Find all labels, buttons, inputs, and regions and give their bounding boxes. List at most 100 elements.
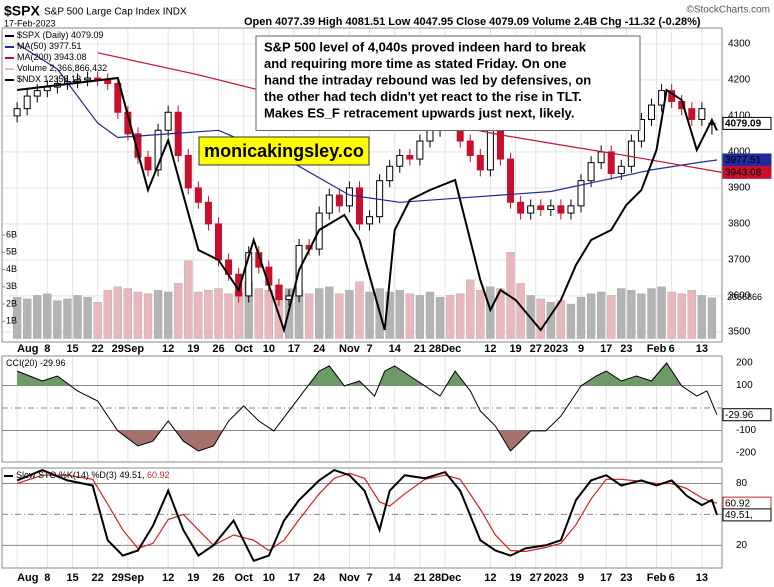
volume-bar [677,293,686,339]
volume-bar [174,283,183,339]
y-tick-label: 20 [736,540,748,551]
candle-body [345,187,353,207]
volume-tick-label: 3B [6,281,17,291]
line-series [16,43,718,203]
x-tick-label: 22 [92,343,104,355]
candle-body [688,108,696,120]
y-tick-label: 80 [736,478,748,489]
y-tick-label: 4300 [728,38,751,49]
y-tick-label: 3500 [728,327,751,338]
candle-body [194,187,202,203]
candle-body [517,201,525,214]
candle-body [325,194,333,214]
sto-k-name: %K(14) [59,470,89,480]
volume-last-label: 2366866 [727,292,762,302]
volume-bar [214,288,223,339]
volume-bar [586,293,596,339]
volume-bar [224,293,233,339]
volume-bar [597,291,606,339]
overlay: Aug Aug 8 8 15 15 22 22 29Sep 29Sep 12 12 19 19 26 26 Oc… [2,30,772,584]
candle-body [557,205,565,214]
volume-bar [687,290,696,339]
volume-bar [304,293,314,339]
candle-body [134,133,142,158]
x-tick-label: Nov [339,343,361,355]
date: 17-Feb-2023 [4,18,56,28]
x-tick-label: 12 [162,572,174,584]
x-tick-label: 12 [484,343,496,355]
legend-name: Volume [17,63,47,73]
volume-bar [445,295,455,339]
candle-body [426,129,434,142]
volume-bar [103,290,112,339]
candle-body [215,223,223,261]
candle-body [466,140,474,156]
x-tick-label: 15 [66,343,78,355]
volume-bar [466,279,475,339]
x-tick-label: 19 [509,343,521,355]
cci-line [16,362,718,452]
annotation-line: the other had tech didn't yet react to t… [264,89,582,104]
volume-bar [194,291,203,339]
legend-value: 2,366,866,432 [50,63,108,73]
x-tick-label: 19 [187,343,199,355]
volume-bar [43,293,52,339]
y-tick-label: 4000 [728,147,751,158]
volume-bar [315,288,324,339]
x-tick-label: 19 [509,572,521,584]
x-tick-label: 17 [288,572,300,584]
volume-bar [164,291,173,339]
volume-bar [697,295,707,339]
volume-bar [617,288,626,339]
volume-bar [456,293,465,339]
candle-body [74,79,82,83]
quote: Open 4077.39 High 4081.51 Low 4047.95 Cl… [244,16,701,28]
candle-body [335,194,343,207]
volume-bar [395,290,404,339]
x-tick-label: 26 [212,572,224,584]
volume-bar [355,281,364,339]
x-tick-label: 9 [578,572,584,584]
x-tick-label: 23 [620,572,632,584]
candle-body [114,82,122,113]
value-tag: 49.51, [725,510,753,521]
x-tick-label: Feb [647,572,667,584]
x-tick-label: 12 [162,343,174,355]
candle-body [577,180,585,207]
x-tick-label: 24 [313,572,326,584]
annotation-box [255,35,641,131]
volume-tick-label: 5B [6,247,17,257]
x-tick-label: 6 [669,343,675,355]
x-tick-label: 27 [530,572,542,584]
volume-bar [73,295,82,339]
candle-body [164,111,172,131]
annotation-line: Makes ES_F retracement upwards just next… [264,105,574,120]
value-tag-box [722,165,772,179]
candle-body [617,165,625,174]
price-frame [1,27,723,343]
volume-bar [425,291,435,339]
symbol: $SPX [4,3,40,19]
volume-tick-label: 2B [6,298,17,308]
x-tick-label: 8 [44,343,50,355]
cci-fill-above [17,363,682,386]
x-tick-label: 29Sep [112,572,145,584]
volume-bar [63,298,72,339]
volume-bar [133,291,143,339]
candle-body [366,216,374,225]
candle-body [33,90,41,97]
candle-body [245,252,253,297]
candle-body [567,205,575,214]
y-tick-label: 4100 [728,111,751,122]
sto-d-name: %D(3) [91,470,117,480]
volume-bar [254,288,263,339]
candle-body [406,154,414,160]
legend-value: 3943.08 [54,52,87,62]
x-tick-label: 28Dec [429,572,461,584]
legend-value: 3977.51 [49,41,82,51]
sto-line [16,472,718,553]
legend-name: $NDX [17,74,41,84]
x-tick-label: Oct [235,572,254,584]
candle-body [547,205,555,210]
value-tag: 3977.51 [725,155,762,166]
